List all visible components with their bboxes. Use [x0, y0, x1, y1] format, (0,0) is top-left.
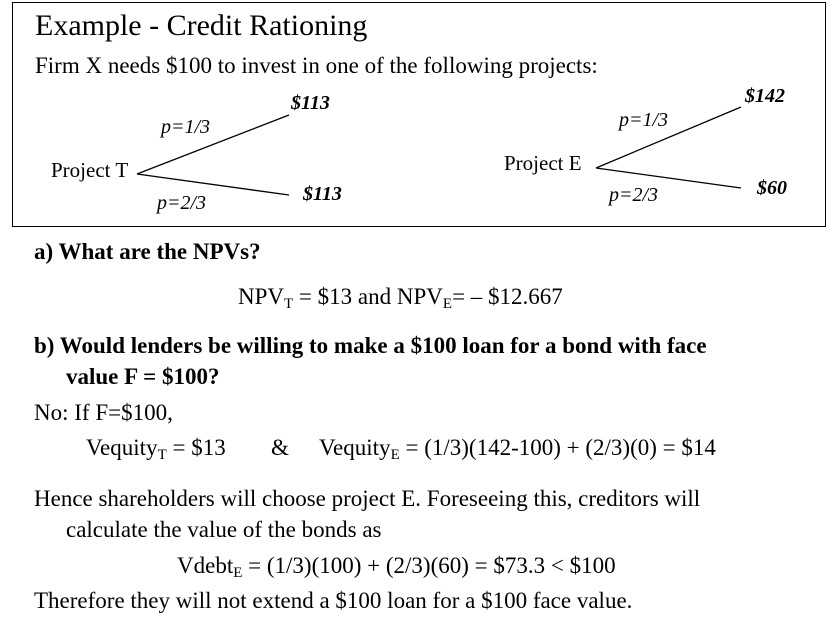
- project-e-label: Project E: [504, 151, 582, 175]
- hence-line1: Hence shareholders will choose project E…: [34, 486, 701, 511]
- vequity-t-value: = $13: [166, 435, 226, 460]
- conclusion: Therefore they will not extend a $100 lo…: [34, 588, 633, 613]
- project-t-upper-prob: p=1/3: [161, 116, 211, 138]
- vdebt-prefix: Vdebt: [177, 553, 234, 578]
- project-e-upper-branch: [595, 106, 742, 169]
- project-e-upper-prob: p=1/3: [619, 109, 669, 131]
- vequity-t: VequityT = $13: [86, 435, 226, 463]
- vequity-e: VequityE = (1/3)(142-100) + (2/3)(0) = $…: [319, 435, 716, 463]
- decision-trees: [136, 106, 742, 196]
- answer-intro: No: If F=$100,: [34, 400, 173, 425]
- hence-line2: calculate the value of the bonds as: [66, 517, 382, 542]
- project-e-lower-payoff: $60: [757, 177, 787, 199]
- npv-t-prefix: NPV: [238, 284, 285, 309]
- vequity-e-subscript: E: [390, 447, 400, 463]
- vequity-e-prefix: Vequity: [319, 435, 391, 460]
- vequity-t-subscript: T: [157, 447, 167, 463]
- vequity-t-prefix: Vequity: [86, 435, 158, 460]
- npv-e-value: = – $12.667: [452, 284, 563, 309]
- question-b-line2: value F = $100?: [66, 364, 220, 389]
- project-t-lower-prob: p=2/3: [157, 192, 207, 214]
- project-t-upper-branch: [136, 114, 290, 175]
- vdebt-equation: VdebtE = (1/3)(100) + (2/3)(60) = $73.3 …: [177, 553, 616, 581]
- npv-t-value: = $13 and NPV: [293, 284, 443, 309]
- npv-result: NPVT = $13 and NPVE= – $12.667: [238, 284, 563, 312]
- project-t-label: Project T: [51, 158, 129, 182]
- vdebt-value: = (1/3)(100) + (2/3)(60) = $73.3 < $100: [242, 553, 616, 578]
- project-t-lower-payoff: $113: [303, 183, 342, 205]
- intro-text: Firm X needs $100 to invest in one of th…: [35, 53, 598, 78]
- question-a: a) What are the NPVs?: [34, 239, 261, 264]
- npv-e-subscript: E: [442, 296, 453, 312]
- project-e-lower-branch: [595, 167, 742, 189]
- project-e-upper-payoff: $142: [745, 85, 785, 107]
- project-e-lower-prob: p=2/3: [609, 184, 659, 206]
- slide-title: Example - Credit Rationing: [35, 9, 368, 42]
- ampersand: &: [271, 435, 289, 460]
- example-box: Example - Credit Rationing Firm X needs …: [12, 2, 826, 227]
- vequity-e-value: = (1/3)(142-100) + (2/3)(0) = $14: [399, 435, 716, 460]
- project-t-lower-branch: [136, 173, 290, 196]
- project-t-upper-payoff: $113: [291, 92, 330, 114]
- question-b-line1: b) Would lenders be willing to make a $1…: [34, 333, 707, 358]
- vdebt-subscript: E: [233, 565, 243, 581]
- npv-t-subscript: T: [284, 296, 294, 312]
